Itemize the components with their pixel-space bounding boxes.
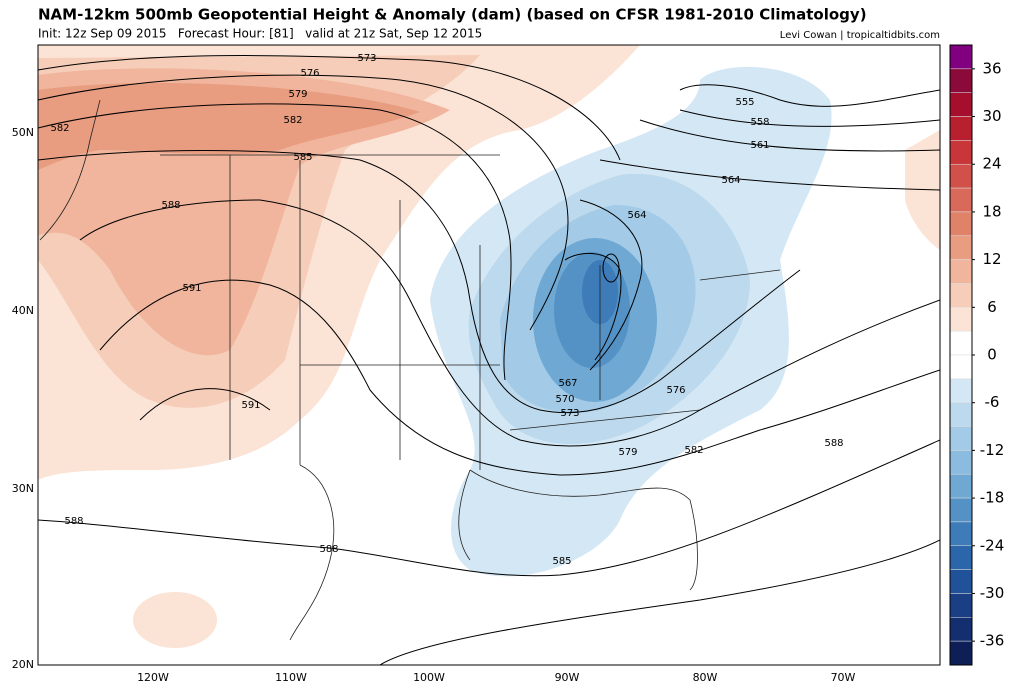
contour-label: 573 (560, 408, 579, 419)
contour-label: 591 (182, 283, 201, 294)
colorbar-box (949, 569, 973, 594)
colorbar-box (949, 473, 973, 499)
colorbar-box (949, 283, 973, 308)
colorbar-box (949, 330, 973, 356)
contour-label: 579 (288, 89, 307, 100)
colorbar-label: -30 (980, 584, 1005, 602)
colorbar-box (949, 92, 973, 117)
contour-label: 567 (558, 378, 577, 389)
lon-label: 110W (275, 671, 307, 684)
lon-label: 90W (555, 671, 580, 684)
contour-label: 576 (666, 385, 685, 396)
contour-label: 558 (750, 117, 769, 128)
colorbar-box (949, 140, 973, 165)
colorbar-box (949, 450, 973, 475)
map-panel (37, 44, 941, 666)
contour-label: 570 (555, 394, 574, 405)
contour-label: 591 (241, 400, 260, 411)
contour-label: 561 (750, 140, 769, 151)
lat-label: 30N (12, 482, 34, 495)
contour-label: 564 (627, 210, 646, 221)
contour-label: 576 (300, 68, 319, 79)
colorbar-box (949, 617, 973, 642)
credit: Levi Cowan | tropicaltidbits.com (780, 30, 940, 41)
colorbar-label: -12 (980, 441, 1005, 459)
title: NAM-12km 500mb Geopotential Height & Ano… (38, 6, 867, 24)
colorbar-box (949, 163, 973, 189)
colorbar-label: -36 (980, 632, 1005, 650)
colorbar-box (949, 497, 973, 523)
colorbar-box (949, 354, 973, 380)
colorbar-label: 6 (987, 298, 997, 316)
lon-label: 120W (137, 671, 169, 684)
contour-label: 582 (50, 123, 69, 134)
contour-label: 555 (735, 97, 754, 108)
colorbar: 36 30 24 18 12 6 0 -6 -12 -18 -24 -30 -36 (949, 44, 1005, 666)
colorbar-box (949, 235, 973, 260)
subtitle: Init: 12z Sep 09 2015 Forecast Hour: [81… (38, 27, 482, 41)
colorbar-box (949, 402, 973, 427)
lat-label: 50N (12, 126, 34, 139)
contour-label: 588 (824, 438, 843, 449)
colorbar-box (949, 378, 973, 403)
colorbar-box (949, 44, 973, 70)
colorbar-box (949, 640, 973, 666)
colorbar-box (949, 545, 973, 570)
lon-label: 80W (693, 671, 718, 684)
colorbar-box (949, 521, 973, 547)
contour-label: 579 (618, 447, 637, 458)
colorbar-label: -18 (980, 489, 1005, 507)
colorbar-box (949, 307, 973, 332)
lat-label: 20N (12, 658, 34, 671)
contour-label: 588 (64, 516, 83, 527)
contour-label: 585 (552, 556, 571, 567)
lon-label: 100W (413, 671, 445, 684)
contour-label: 573 (357, 53, 376, 64)
colorbar-box (949, 426, 973, 451)
contour-label: 585 (293, 152, 312, 163)
contour-label: 588 (319, 544, 338, 555)
colorbar-box (949, 593, 973, 618)
contour-labels: 573 576 579 582 582 585 588 591 591 588 … (50, 53, 843, 567)
contour-label: 582 (684, 445, 703, 456)
contour-label: 582 (283, 115, 302, 126)
contour-label: 588 (161, 200, 180, 211)
colorbar-label: 30 (982, 107, 1001, 125)
lat-label: 40N (12, 304, 34, 317)
colorbar-label: 18 (982, 202, 1001, 220)
colorbar-box (949, 116, 973, 141)
colorbar-box (949, 211, 973, 237)
colorbar-label: -6 (985, 393, 1000, 411)
colorbar-label: 0 (987, 346, 997, 364)
axis-labels: 50N 40N 30N 20N 120W 110W 100W 90W 80W 7… (12, 126, 856, 684)
colorbar-label: 36 (982, 59, 1001, 77)
lon-label: 70W (831, 671, 856, 684)
colorbar-label: 24 (982, 155, 1001, 173)
colorbar-label: 12 (982, 250, 1001, 268)
colorbar-box (949, 187, 973, 213)
colorbar-label: -24 (980, 536, 1005, 554)
colorbar-box (949, 259, 973, 284)
contour-label: 564 (721, 175, 740, 186)
colorbar-box (949, 68, 973, 93)
